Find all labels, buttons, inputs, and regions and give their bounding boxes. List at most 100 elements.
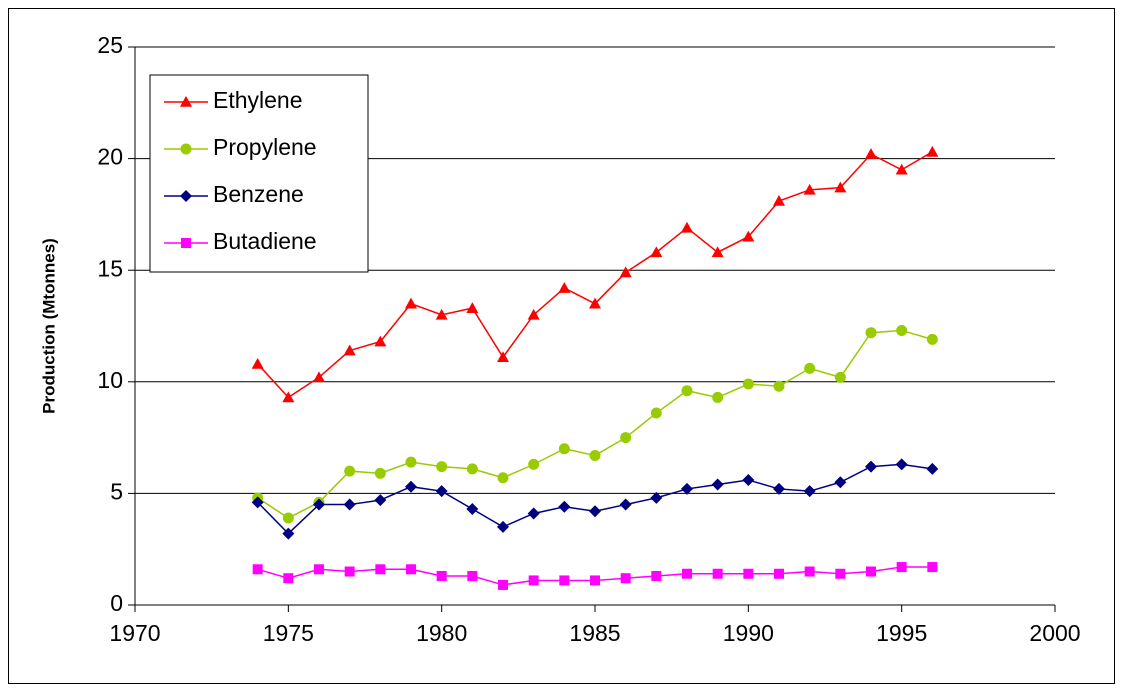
data-point bbox=[466, 503, 479, 516]
data-point bbox=[436, 570, 447, 581]
data-point bbox=[773, 195, 785, 206]
data-point bbox=[834, 371, 846, 383]
data-point bbox=[619, 266, 632, 278]
x-tick-label: 2000 bbox=[1029, 620, 1080, 646]
data-point bbox=[282, 391, 295, 403]
data-point bbox=[895, 163, 908, 175]
data-point bbox=[375, 564, 386, 575]
data-point bbox=[711, 478, 724, 491]
data-point bbox=[834, 181, 847, 193]
data-point bbox=[681, 385, 693, 397]
data-point bbox=[866, 566, 876, 577]
data-point bbox=[619, 498, 632, 511]
data-point bbox=[527, 308, 540, 320]
data-point bbox=[283, 573, 294, 584]
data-point bbox=[651, 570, 662, 581]
data-point bbox=[527, 507, 540, 520]
legend-marker bbox=[181, 238, 191, 248]
data-point bbox=[374, 335, 387, 347]
x-tick-label: 1975 bbox=[263, 620, 314, 646]
legend-label: Propylene bbox=[213, 134, 317, 160]
data-point bbox=[834, 476, 847, 489]
data-point bbox=[374, 494, 387, 507]
x-tick-label: 1990 bbox=[723, 620, 774, 646]
data-point bbox=[344, 566, 355, 577]
data-point bbox=[558, 282, 571, 293]
data-point bbox=[712, 568, 723, 579]
data-point bbox=[650, 246, 663, 258]
data-point bbox=[742, 474, 755, 487]
data-point bbox=[865, 327, 877, 339]
data-point bbox=[313, 498, 325, 511]
data-point bbox=[436, 461, 448, 473]
data-point bbox=[343, 344, 356, 356]
data-point bbox=[926, 145, 939, 157]
data-point bbox=[620, 432, 632, 444]
data-point bbox=[344, 465, 356, 477]
legend-label: Ethylene bbox=[213, 87, 303, 113]
data-point bbox=[650, 407, 662, 419]
data-point bbox=[558, 500, 571, 513]
data-point bbox=[466, 302, 479, 313]
data-point bbox=[774, 568, 784, 579]
y-tick-label: 20 bbox=[97, 144, 123, 170]
data-point bbox=[558, 443, 570, 455]
data-point bbox=[682, 568, 692, 579]
data-point bbox=[804, 566, 815, 577]
data-point bbox=[896, 324, 908, 336]
data-point bbox=[926, 462, 939, 475]
data-point bbox=[835, 568, 846, 579]
data-point bbox=[497, 520, 509, 533]
legend-label: Butadiene bbox=[213, 228, 317, 254]
x-tick-label: 1995 bbox=[876, 620, 927, 646]
data-point bbox=[681, 221, 693, 233]
data-point bbox=[251, 496, 264, 509]
data-point bbox=[251, 357, 264, 369]
data-point bbox=[528, 458, 540, 470]
data-point bbox=[528, 575, 539, 586]
data-point bbox=[895, 458, 908, 471]
y-tick-label: 10 bbox=[97, 367, 123, 393]
legend-label: Benzene bbox=[213, 181, 304, 207]
data-point bbox=[927, 562, 938, 573]
data-point bbox=[406, 564, 416, 575]
data-point bbox=[681, 482, 693, 495]
data-point bbox=[497, 351, 509, 363]
data-point bbox=[590, 575, 600, 586]
data-point bbox=[589, 449, 601, 461]
y-tick-label: 15 bbox=[97, 255, 123, 281]
data-point bbox=[374, 467, 386, 479]
data-point bbox=[405, 480, 417, 493]
legend-marker bbox=[180, 190, 192, 202]
data-point bbox=[466, 463, 478, 475]
data-point bbox=[742, 378, 754, 390]
data-point bbox=[282, 527, 295, 540]
data-point bbox=[743, 568, 754, 579]
data-point bbox=[559, 575, 570, 586]
data-point bbox=[405, 456, 417, 468]
x-tick-label: 1970 bbox=[109, 620, 160, 646]
data-point bbox=[343, 498, 356, 511]
data-point bbox=[620, 573, 631, 584]
data-point bbox=[435, 485, 448, 498]
data-point bbox=[804, 362, 816, 374]
data-point bbox=[405, 297, 417, 309]
data-point bbox=[711, 246, 724, 258]
y-tick-label: 5 bbox=[110, 478, 123, 504]
data-point bbox=[589, 297, 601, 309]
y-axis-label: Production (Mtonnes) bbox=[39, 238, 58, 414]
data-point bbox=[865, 460, 877, 473]
data-point bbox=[712, 391, 724, 403]
data-point bbox=[865, 148, 877, 159]
legend-marker bbox=[180, 143, 192, 155]
data-point bbox=[773, 482, 785, 495]
data-point bbox=[803, 485, 816, 498]
data-point bbox=[773, 380, 785, 392]
x-tick-label: 1980 bbox=[416, 620, 467, 646]
data-point bbox=[497, 472, 509, 484]
data-point bbox=[467, 570, 478, 581]
y-tick-label: 0 bbox=[110, 590, 123, 616]
data-point bbox=[803, 183, 816, 195]
data-point bbox=[282, 512, 294, 524]
